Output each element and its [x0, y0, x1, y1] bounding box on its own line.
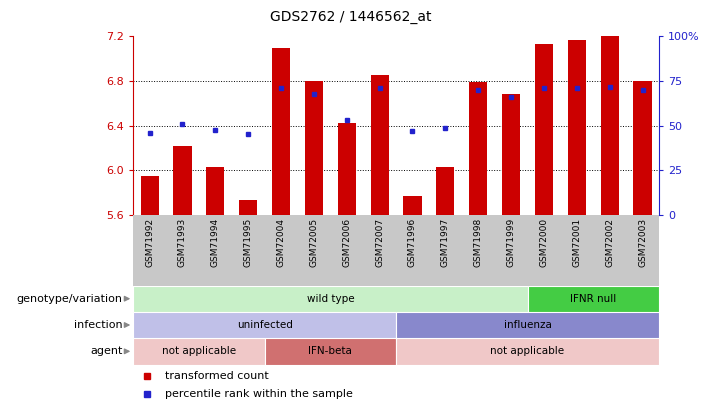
- Bar: [305, 81, 323, 215]
- Text: GSM71993: GSM71993: [178, 218, 187, 267]
- Text: GSM72006: GSM72006: [342, 218, 351, 267]
- Text: GSM71992: GSM71992: [145, 218, 154, 267]
- Text: GSM71995: GSM71995: [244, 218, 252, 267]
- Bar: [371, 75, 388, 215]
- Text: GSM71998: GSM71998: [474, 218, 483, 267]
- Text: GSM72002: GSM72002: [605, 218, 614, 267]
- Text: infection: infection: [74, 320, 123, 330]
- Text: percentile rank within the sample: percentile rank within the sample: [165, 389, 353, 399]
- Text: agent: agent: [90, 346, 123, 356]
- Text: GSM71999: GSM71999: [507, 218, 515, 267]
- Bar: [272, 48, 290, 215]
- Text: GSM72004: GSM72004: [277, 218, 285, 267]
- Text: GSM72005: GSM72005: [309, 218, 318, 267]
- Bar: [404, 196, 421, 215]
- Text: IFN-beta: IFN-beta: [308, 346, 353, 356]
- Text: GSM71997: GSM71997: [441, 218, 450, 267]
- Bar: [436, 167, 454, 215]
- Bar: [528, 286, 659, 312]
- Text: uninfected: uninfected: [237, 320, 292, 330]
- Text: transformed count: transformed count: [165, 371, 268, 381]
- Bar: [239, 200, 257, 215]
- Bar: [396, 312, 659, 338]
- Text: GSM72001: GSM72001: [572, 218, 581, 267]
- Text: not applicable: not applicable: [162, 346, 236, 356]
- Text: influenza: influenza: [503, 320, 552, 330]
- Text: IFNR null: IFNR null: [570, 294, 616, 304]
- Bar: [141, 176, 158, 215]
- Text: GSM71996: GSM71996: [408, 218, 417, 267]
- Bar: [265, 338, 396, 365]
- Bar: [173, 146, 191, 215]
- Bar: [396, 338, 659, 365]
- Text: GSM72007: GSM72007: [375, 218, 384, 267]
- Text: GSM72003: GSM72003: [638, 218, 647, 267]
- Bar: [133, 286, 528, 312]
- Bar: [601, 36, 619, 215]
- Bar: [502, 94, 520, 215]
- Bar: [634, 81, 651, 215]
- Text: GDS2762 / 1446562_at: GDS2762 / 1446562_at: [270, 10, 431, 24]
- Bar: [206, 167, 224, 215]
- Bar: [338, 123, 356, 215]
- Text: genotype/variation: genotype/variation: [17, 294, 123, 304]
- Bar: [568, 40, 586, 215]
- Bar: [133, 312, 396, 338]
- Bar: [469, 82, 487, 215]
- Text: not applicable: not applicable: [491, 346, 564, 356]
- Bar: [133, 338, 265, 365]
- Text: GSM71994: GSM71994: [211, 218, 220, 267]
- Text: wild type: wild type: [306, 294, 354, 304]
- Bar: [535, 44, 553, 215]
- Text: GSM72000: GSM72000: [540, 218, 548, 267]
